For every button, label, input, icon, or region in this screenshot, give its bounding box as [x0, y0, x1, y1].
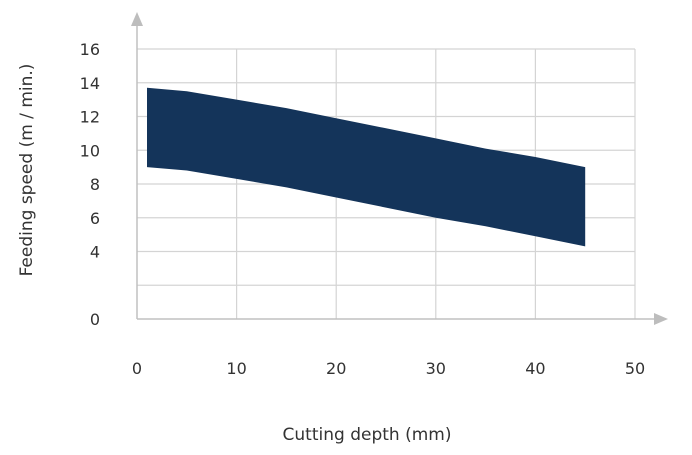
y-tick-label: 4 — [90, 243, 100, 262]
x-tick-labels: 0 10 20 30 40 50 — [132, 359, 645, 378]
x-tick-label: 10 — [226, 359, 246, 378]
y-axis-arrow — [131, 12, 143, 26]
x-axis-arrow — [654, 313, 668, 325]
x-tick-label: 40 — [525, 359, 545, 378]
x-tick-label: 30 — [426, 359, 446, 378]
x-axis-title: Cutting depth (mm) — [283, 425, 452, 445]
y-tick-label: 12 — [80, 108, 100, 127]
y-tick-label: 10 — [80, 141, 100, 160]
axes — [131, 12, 668, 325]
y-tick-label: 14 — [80, 74, 100, 93]
y-tick-labels: 0 4 6 8 10 12 14 16 — [80, 40, 100, 329]
x-tick-label: 20 — [326, 359, 346, 378]
y-tick-label: 0 — [90, 310, 100, 329]
data-band — [147, 87, 586, 247]
x-tick-label: 50 — [625, 359, 645, 378]
y-axis-title: Feeding speed (m / min.) — [17, 64, 37, 277]
y-tick-label: 16 — [80, 40, 100, 59]
y-tick-label: 8 — [90, 175, 100, 194]
y-tick-label: 6 — [90, 209, 100, 228]
x-tick-label: 0 — [132, 359, 142, 378]
band-area-0 — [147, 87, 586, 247]
